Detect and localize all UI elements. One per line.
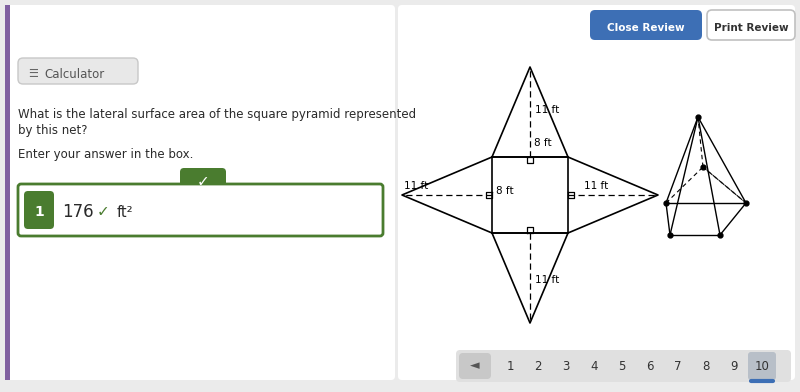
FancyBboxPatch shape: [590, 10, 702, 40]
FancyBboxPatch shape: [180, 168, 226, 190]
Text: Calculator: Calculator: [44, 67, 104, 80]
FancyBboxPatch shape: [18, 184, 383, 236]
FancyBboxPatch shape: [24, 191, 54, 229]
Text: 9: 9: [730, 359, 738, 372]
FancyBboxPatch shape: [398, 5, 795, 380]
Text: 8: 8: [702, 359, 710, 372]
FancyBboxPatch shape: [707, 10, 795, 40]
Text: 2: 2: [534, 359, 542, 372]
FancyBboxPatch shape: [18, 58, 138, 84]
Text: 10: 10: [754, 359, 770, 372]
Text: 5: 5: [618, 359, 626, 372]
Text: 8 ft: 8 ft: [534, 138, 552, 148]
Text: 6: 6: [646, 359, 654, 372]
Text: 11 ft: 11 ft: [535, 275, 559, 285]
Text: 3: 3: [562, 359, 570, 372]
Text: ☰: ☰: [28, 69, 38, 79]
Bar: [5, 5, 10, 380]
Text: 7: 7: [674, 359, 682, 372]
Text: ✓: ✓: [97, 205, 110, 220]
Text: 11 ft: 11 ft: [535, 105, 559, 115]
FancyBboxPatch shape: [5, 5, 395, 380]
Text: 176: 176: [62, 203, 94, 221]
Text: 4: 4: [590, 359, 598, 372]
Text: by this net?: by this net?: [18, 124, 87, 137]
Text: Enter your answer in the box.: Enter your answer in the box.: [18, 148, 194, 161]
FancyBboxPatch shape: [456, 350, 791, 382]
Text: 11 ft: 11 ft: [584, 181, 609, 191]
Text: 8 ft: 8 ft: [496, 186, 514, 196]
Text: ft²: ft²: [117, 205, 134, 220]
Text: 1: 1: [506, 359, 514, 372]
Text: Print Review: Print Review: [714, 23, 788, 33]
Text: 1: 1: [34, 205, 44, 219]
Text: What is the lateral surface area of the square pyramid represented: What is the lateral surface area of the …: [18, 108, 416, 121]
Text: ✓: ✓: [197, 174, 210, 189]
Text: 11 ft: 11 ft: [404, 181, 428, 191]
Text: Close Review: Close Review: [607, 23, 685, 33]
FancyBboxPatch shape: [459, 353, 491, 379]
FancyBboxPatch shape: [748, 352, 776, 380]
Text: ◄: ◄: [470, 359, 480, 372]
